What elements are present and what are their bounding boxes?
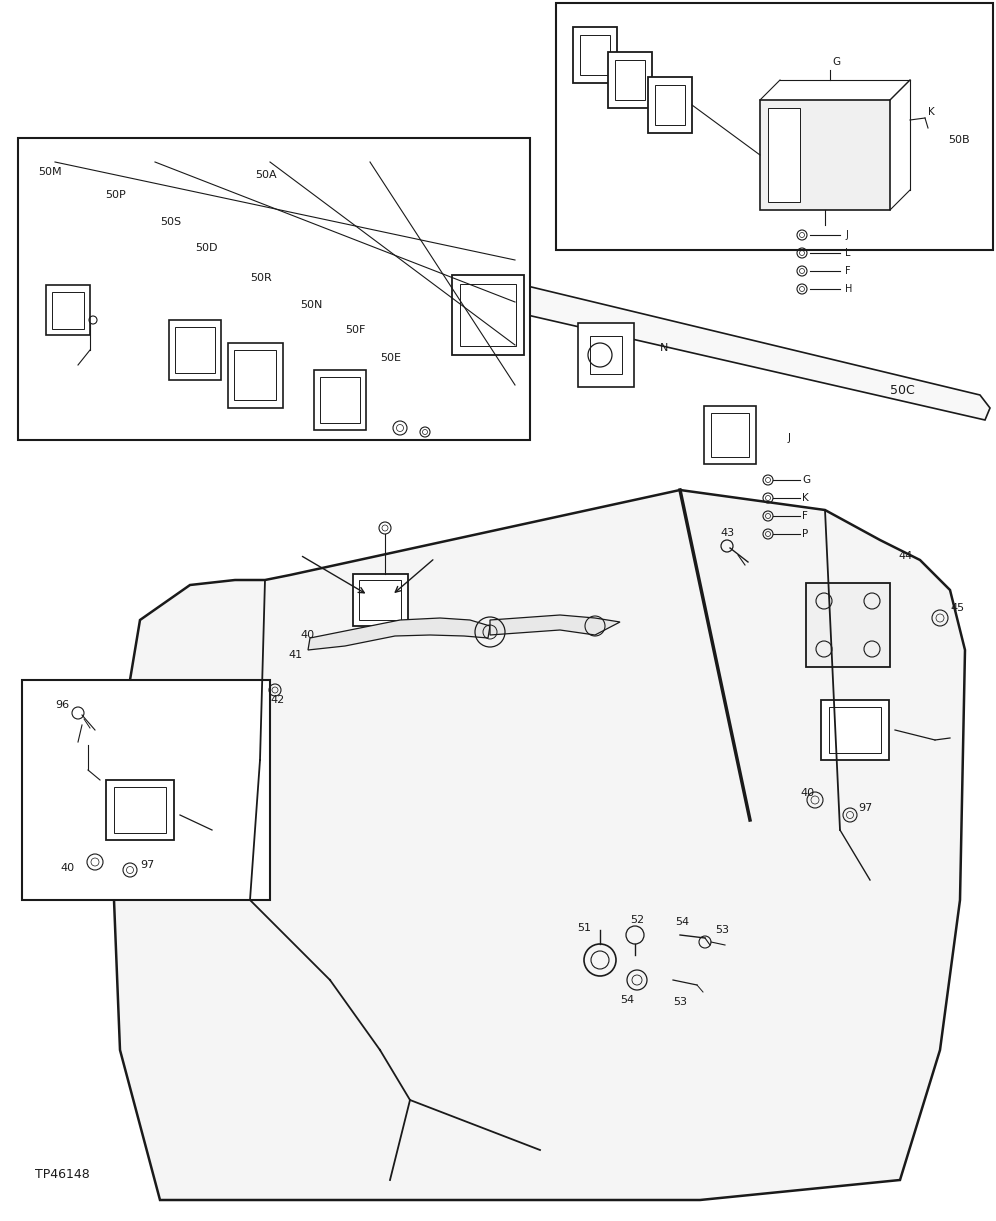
Text: 43: 43	[720, 527, 734, 538]
Text: 54: 54	[620, 995, 634, 1005]
Bar	[452, 275, 524, 355]
Text: 41: 41	[288, 650, 302, 661]
Bar	[806, 582, 890, 667]
Text: P: P	[802, 529, 808, 538]
Text: 45: 45	[950, 603, 964, 613]
Bar	[227, 343, 283, 408]
Bar	[320, 377, 360, 422]
Text: 50A: 50A	[255, 170, 277, 179]
Text: F: F	[845, 266, 851, 276]
Text: F: F	[802, 512, 808, 521]
Text: K: K	[802, 493, 809, 503]
Bar	[52, 292, 84, 328]
Text: K: K	[928, 107, 935, 117]
Bar	[114, 788, 166, 833]
Text: 40: 40	[300, 630, 314, 640]
Text: 54: 54	[675, 917, 689, 927]
Bar	[22, 680, 270, 900]
Text: 52: 52	[630, 915, 644, 926]
Text: TP46148: TP46148	[35, 1168, 90, 1182]
Bar	[314, 370, 366, 430]
Text: 53: 53	[715, 926, 729, 935]
Bar	[615, 60, 645, 100]
Text: 96: 96	[55, 700, 69, 709]
Text: 50P: 50P	[105, 190, 125, 200]
Bar	[580, 35, 610, 74]
Bar	[169, 320, 221, 380]
Bar	[18, 138, 530, 440]
Text: J: J	[845, 230, 848, 241]
Text: 50F: 50F	[345, 325, 366, 335]
Text: 53: 53	[673, 998, 687, 1007]
Bar	[359, 580, 401, 620]
Bar	[648, 77, 692, 133]
Text: 50R: 50R	[250, 274, 272, 283]
Text: 50B: 50B	[948, 136, 970, 145]
Text: 50N: 50N	[300, 300, 323, 310]
Text: 50C: 50C	[890, 383, 914, 397]
Text: J: J	[788, 433, 791, 443]
Bar	[175, 327, 215, 372]
Text: 40: 40	[60, 863, 74, 873]
Bar	[353, 574, 407, 626]
Text: 97: 97	[140, 860, 154, 871]
Bar	[760, 100, 890, 210]
Text: G: G	[832, 57, 840, 67]
Bar	[590, 336, 622, 374]
Bar	[711, 413, 749, 457]
Text: 40: 40	[800, 788, 814, 799]
Polygon shape	[440, 265, 990, 420]
Polygon shape	[308, 618, 490, 650]
Bar	[768, 107, 800, 201]
Text: 50D: 50D	[195, 243, 217, 253]
Bar	[821, 700, 889, 759]
Polygon shape	[110, 490, 965, 1200]
Text: H: H	[845, 284, 853, 294]
Bar	[829, 707, 881, 753]
Text: G: G	[802, 475, 810, 485]
Bar	[704, 407, 756, 464]
Text: L: L	[845, 248, 851, 258]
Bar	[106, 780, 174, 840]
Polygon shape	[490, 615, 620, 635]
Text: 44: 44	[898, 551, 912, 560]
Bar	[573, 27, 617, 83]
Bar	[608, 53, 652, 107]
Text: 50M: 50M	[38, 167, 62, 177]
Bar	[234, 350, 276, 400]
Text: 51: 51	[577, 923, 591, 933]
Text: 97: 97	[858, 803, 872, 813]
Bar	[460, 284, 516, 346]
Bar	[655, 85, 685, 125]
Text: 50E: 50E	[380, 353, 401, 363]
Bar	[46, 284, 90, 335]
Text: 50S: 50S	[160, 217, 181, 227]
Text: 42: 42	[270, 695, 284, 705]
Text: N: N	[660, 343, 668, 353]
Bar	[556, 2, 993, 250]
Bar	[578, 324, 634, 387]
